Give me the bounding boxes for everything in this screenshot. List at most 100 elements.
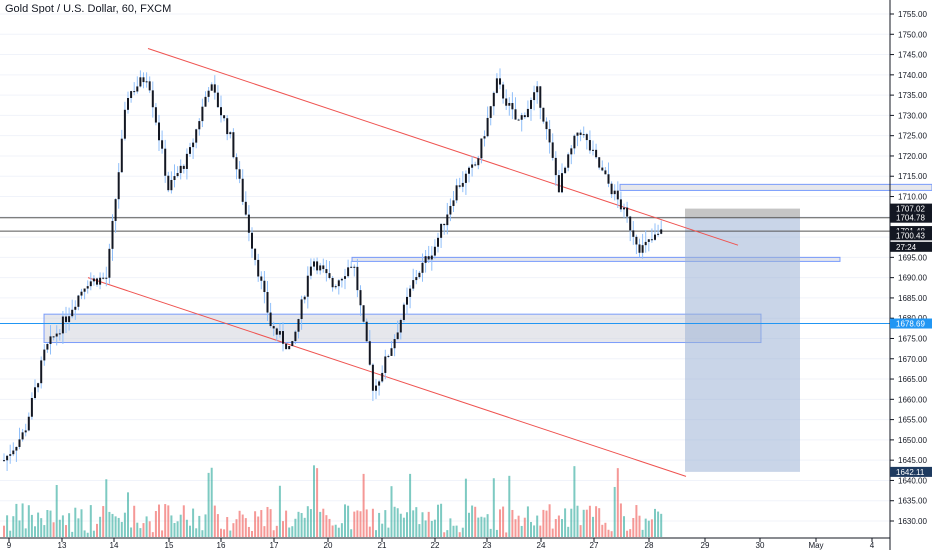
candle-body	[461, 182, 464, 187]
candle-body	[40, 360, 43, 384]
candle-body	[216, 92, 219, 108]
volume-bar	[43, 525, 46, 537]
candle-body	[480, 138, 483, 159]
candle-body	[588, 140, 591, 151]
candle-body	[582, 134, 585, 136]
candle-body	[158, 122, 160, 141]
price-tick-label: 1630.00	[898, 517, 927, 526]
volume-bar	[254, 511, 257, 537]
candle-body	[52, 336, 55, 338]
volume-bar	[480, 516, 483, 537]
candle-body	[89, 281, 92, 287]
price-tick-label: 1735.00	[898, 91, 927, 100]
volume-bar	[223, 529, 226, 537]
candle-body	[291, 341, 294, 347]
candle-body	[610, 183, 613, 195]
time-axis[interactable]: 9 13 14 15 16 17 20 21 22 23 24 27 28 29 30 May 4	[0, 537, 890, 550]
time-tick-label: 27	[590, 541, 599, 550]
candle-body	[247, 214, 250, 233]
volume-bar	[616, 468, 619, 537]
candle-body	[139, 77, 142, 87]
support-zone	[619, 183, 932, 191]
candle-body	[564, 167, 567, 174]
volume-bar	[353, 511, 356, 537]
volume-bar	[27, 505, 30, 537]
volume-bars	[3, 465, 663, 537]
candle-body	[123, 109, 126, 139]
volume-bar	[641, 529, 644, 537]
candle-body	[21, 432, 24, 440]
candle-body	[381, 372, 384, 382]
candle-body	[3, 460, 5, 462]
candle-body	[530, 100, 532, 109]
candle-body	[74, 306, 77, 310]
candle-body	[517, 119, 520, 121]
volume-bar	[114, 516, 117, 537]
candle-body	[390, 348, 393, 356]
candle-body	[542, 107, 545, 122]
candle-body	[133, 91, 136, 93]
volume-bar	[570, 508, 573, 537]
volume-bar	[216, 514, 219, 537]
candle-body	[446, 214, 449, 226]
candle-body	[102, 277, 105, 279]
price-tick-label: 1690.00	[898, 274, 927, 283]
candle-body	[263, 280, 266, 293]
volume-bar	[108, 511, 111, 537]
candle-body	[167, 175, 170, 191]
time-tick-label: 20	[324, 541, 333, 550]
candle-body	[402, 304, 405, 320]
volume-bar	[582, 509, 585, 537]
candle-body	[260, 276, 263, 281]
candle-body	[61, 316, 64, 334]
candle-body	[127, 98, 129, 110]
candle-body	[632, 230, 635, 237]
candle-body	[511, 103, 514, 110]
volume-bar	[282, 521, 284, 537]
candle-body	[554, 157, 557, 176]
volume-bar	[55, 484, 58, 537]
volume-bar	[182, 505, 185, 537]
short-position-tool[interactable]	[685, 208, 800, 472]
price-tick-label: 1665.00	[898, 375, 927, 384]
volume-bar	[89, 505, 92, 537]
candle-body	[359, 290, 362, 306]
time-tick-label: 24	[537, 541, 546, 550]
candle-body	[108, 248, 111, 278]
volume-bar	[461, 527, 464, 537]
volume-bar	[368, 526, 371, 537]
candle-body	[136, 86, 139, 92]
volume-bar	[136, 522, 139, 537]
volume-bar	[365, 509, 368, 537]
volume-bar	[173, 522, 176, 537]
candle-body	[399, 319, 402, 333]
volume-bar	[272, 530, 275, 537]
volume-bar	[306, 506, 309, 537]
price-axis[interactable]: 1630.00 1635.00 1640.00 1645.00 1650.00 1655.…	[889, 0, 932, 550]
support-zone	[43, 313, 762, 344]
trendlines[interactable]	[87, 48, 739, 477]
volume-bar	[421, 512, 424, 537]
candle-body	[570, 148, 573, 155]
volume-bar	[37, 512, 40, 537]
candle-body	[120, 138, 123, 173]
candle-body	[251, 232, 253, 249]
chart-title: Gold Spot / U.S. Dollar, 60, FXCM	[5, 3, 172, 15]
volume-bar	[635, 505, 638, 537]
volume-bar	[347, 505, 350, 537]
candle-body	[34, 387, 36, 399]
volume-bar	[133, 505, 136, 537]
candle-body	[27, 416, 30, 431]
candle-body	[548, 129, 551, 143]
candle-body	[213, 84, 216, 93]
candle-body	[142, 77, 145, 83]
candle-body	[148, 81, 151, 91]
volume-bar	[579, 525, 582, 537]
price-tick-label: 1695.00	[898, 253, 927, 262]
price-tick-label: 1645.00	[898, 456, 927, 465]
volume-bar	[68, 513, 71, 537]
time-tick-label: 9	[7, 541, 12, 550]
volume-bar	[201, 530, 204, 537]
volume-bar	[313, 465, 315, 537]
